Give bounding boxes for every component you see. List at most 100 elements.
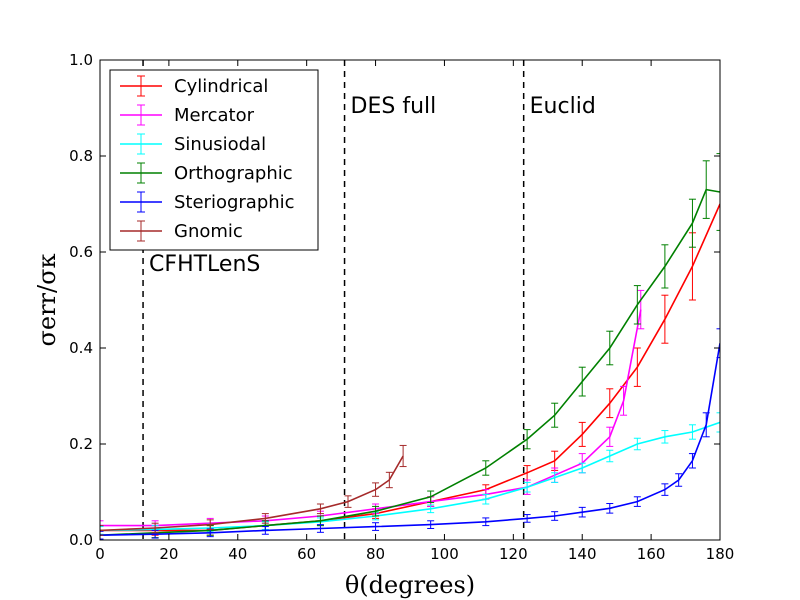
plot-area: CFHTLenS DES full Euclid (100, 60, 720, 540)
error-bar (551, 402, 559, 428)
x-tick-label: 0 (95, 545, 105, 563)
error-bar (606, 503, 614, 514)
error-bar (633, 437, 641, 451)
y-tick-label: 0.8 (69, 147, 93, 165)
error-bar (702, 160, 710, 219)
error-bar (100, 526, 104, 535)
error-bar (551, 511, 559, 521)
error-bar (551, 472, 559, 483)
error-bar (620, 385, 628, 416)
series-group (100, 289, 645, 531)
error-bar (372, 522, 380, 531)
error-bar (716, 412, 720, 433)
error-bar (675, 473, 683, 487)
error-bar (261, 526, 269, 535)
x-tick-label: 160 (637, 545, 666, 563)
reference-line-label: Euclid (530, 94, 596, 119)
error-bar (482, 517, 490, 527)
legend-item: Orthographic (120, 162, 293, 184)
y-tick-label: 0.0 (69, 531, 93, 549)
legend-label: Cylindrical (174, 76, 268, 97)
error-bar (482, 493, 490, 505)
error-bar (578, 462, 586, 474)
error-bar (206, 519, 214, 530)
y-axis-label: σerr/σκ (33, 254, 61, 347)
error-bar (688, 198, 696, 248)
legend-item: Mercator (120, 104, 255, 126)
error-bar (399, 444, 407, 468)
x-tick-label: 140 (568, 545, 597, 563)
legend-item: Sinusiodal (120, 133, 266, 155)
error-bar (716, 328, 720, 359)
y-tick-label: 0.6 (69, 243, 93, 261)
error-bar (372, 505, 380, 517)
legend-label: Steriographic (174, 192, 295, 213)
x-axis-label: θ(degrees) (345, 571, 475, 599)
error-bar (606, 330, 614, 366)
error-bar (482, 460, 490, 476)
x-tick-label: 120 (499, 545, 528, 563)
error-bar (261, 513, 269, 524)
error-bar (578, 366, 586, 397)
y-tick-label: 0.4 (69, 339, 93, 357)
legend-label: Orthographic (174, 163, 293, 184)
x-tick-label: 60 (297, 545, 316, 563)
legend: Cylindrical Mercator Sinusiodal Orthographi… (109, 69, 319, 251)
error-bar (523, 429, 531, 450)
series-group (100, 444, 407, 536)
x-tick-label: 20 (159, 545, 178, 563)
error-bar (427, 504, 435, 514)
series-line (100, 343, 720, 536)
error-bar (633, 285, 641, 325)
error-bar (661, 294, 669, 344)
error-bar (578, 506, 586, 518)
x-tick-label: 180 (706, 545, 735, 563)
error-bar (372, 482, 380, 497)
legend-item: Cylindrical (120, 75, 268, 97)
error-bar (523, 481, 531, 493)
x-tick-label: 80 (366, 545, 385, 563)
error-bar (606, 449, 614, 463)
legend-item: Steriographic (120, 191, 295, 213)
error-bar (100, 525, 104, 536)
reference-line-label: CFHTLenS (149, 252, 260, 277)
error-bar (688, 424, 696, 440)
error-bar (316, 524, 324, 533)
plot-frame (99, 59, 721, 541)
series-group (100, 328, 720, 540)
data-layer (100, 60, 720, 540)
axes: 0 20 40 60 80 100 120 140 160 180 0.0 0.2 0.4 0.6 0.8 1… (69, 51, 734, 563)
y-tick-label: 0.2 (69, 435, 93, 453)
reference-line-label: DES full (351, 94, 437, 119)
series-group (100, 412, 720, 535)
error-bar (427, 520, 435, 529)
x-tick-label: 100 (430, 545, 459, 563)
error-bar (661, 483, 669, 496)
legend-item: Gnomic (120, 220, 243, 242)
legend-box (109, 69, 319, 251)
legend-label: Mercator (174, 105, 255, 126)
error-bar (688, 453, 696, 469)
error-bar (661, 244, 669, 289)
error-bar (523, 514, 531, 523)
series-line (100, 421, 720, 532)
error-bar (606, 388, 614, 419)
error-bar (637, 289, 645, 330)
error-bar (578, 421, 586, 447)
error-bar (151, 522, 159, 534)
series-group (100, 153, 720, 540)
error-bar (716, 153, 720, 231)
error-bar (427, 490, 435, 504)
x-tick-label: 40 (228, 545, 247, 563)
error-bar (100, 530, 104, 540)
error-bar (316, 503, 324, 515)
error-bar (661, 430, 669, 444)
series-line (100, 309, 642, 527)
error-bar (702, 412, 710, 438)
legend-label: Gnomic (174, 221, 243, 242)
error-bar (606, 426, 614, 447)
error-bar (633, 347, 641, 387)
series-line (100, 455, 404, 532)
legend-label: Sinusiodal (174, 134, 266, 155)
